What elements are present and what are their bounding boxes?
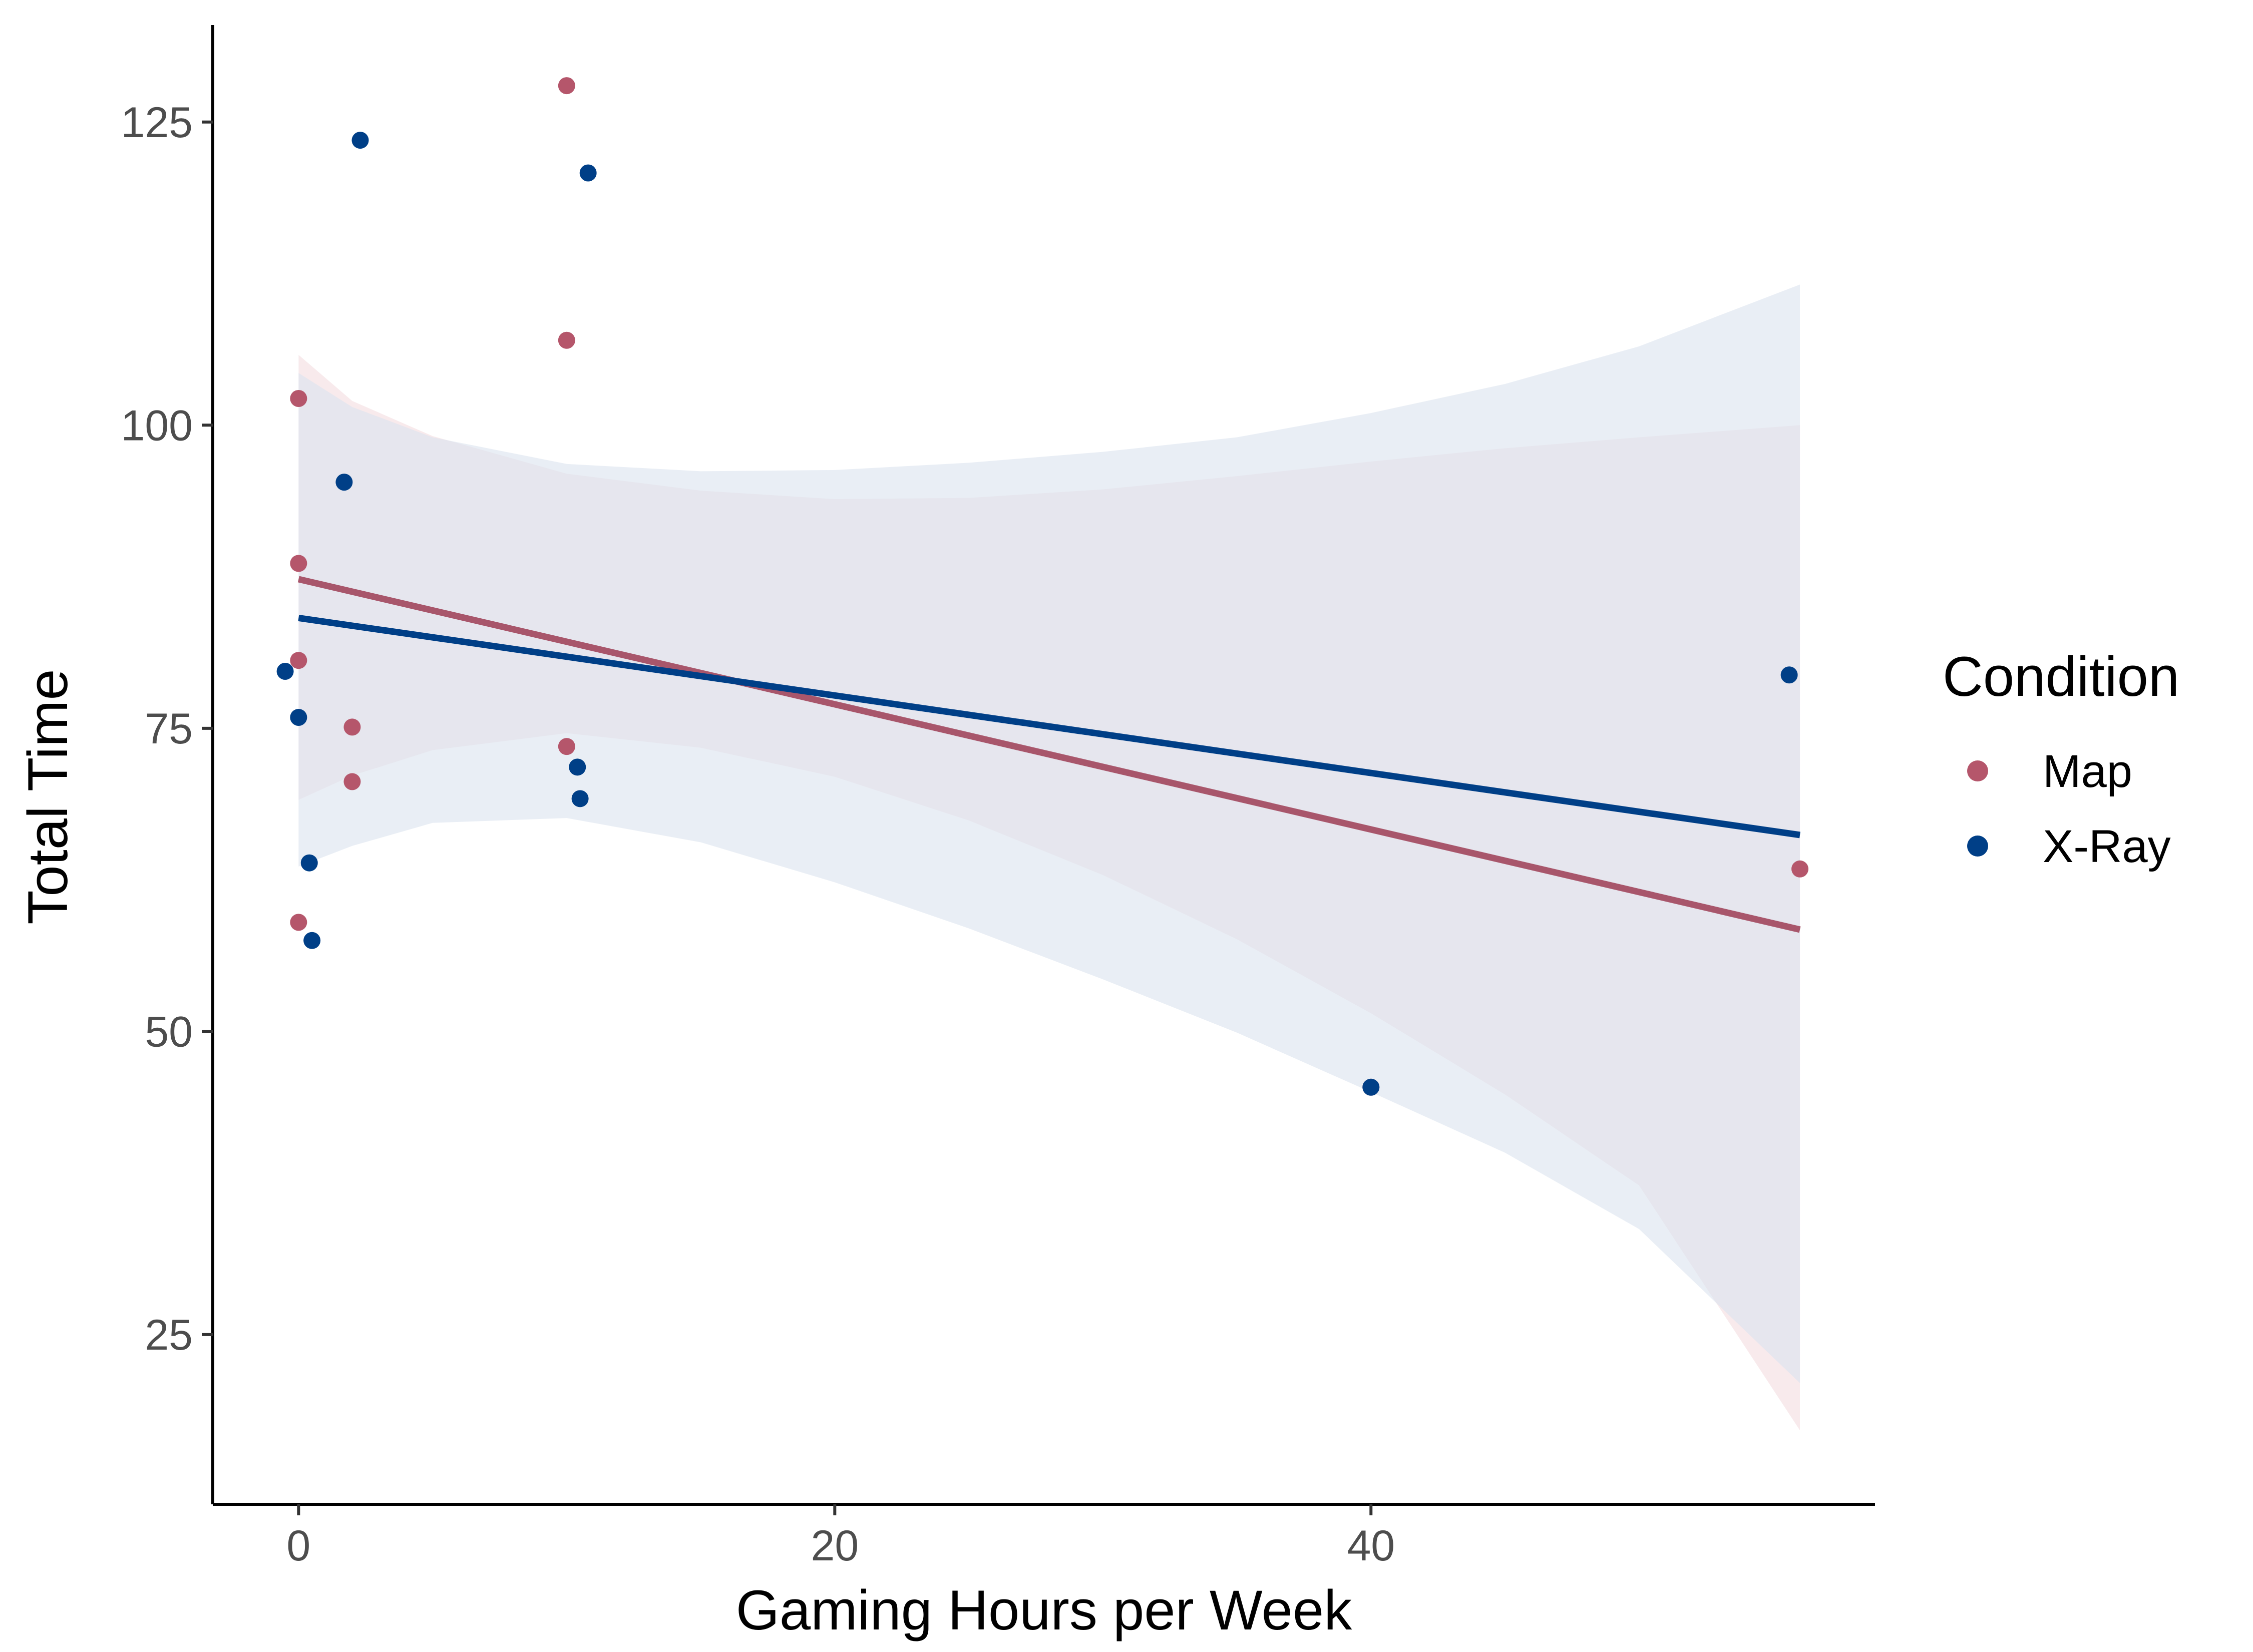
regression-lines xyxy=(297,576,1801,933)
legend-key-x-ray xyxy=(1967,836,1988,857)
data-point-map-0 xyxy=(290,390,307,407)
data-point-x-ray-0 xyxy=(276,662,294,680)
x-tick-label: 40 xyxy=(1347,1522,1395,1570)
data-point-x-ray-3 xyxy=(303,932,321,949)
data-point-map-8 xyxy=(558,738,575,755)
confidence-bands xyxy=(298,284,1800,1431)
data-point-map-6 xyxy=(558,77,575,95)
y-tick-label: 75 xyxy=(145,705,193,753)
legend-title: Condition xyxy=(1943,645,2179,708)
data-point-x-ray-2 xyxy=(300,854,318,872)
y-tick-label: 25 xyxy=(145,1311,193,1359)
legend-items: Map X-Ray xyxy=(1967,746,2171,872)
legend-label-x-ray: X-Ray xyxy=(2043,821,2171,872)
y-tick-label: 125 xyxy=(121,99,193,147)
data-point-map-5 xyxy=(343,773,361,790)
regression-line-map xyxy=(297,576,1801,933)
data-point-map-7 xyxy=(558,331,575,349)
legend: Condition Map X-Ray xyxy=(1943,645,2179,872)
data-point-x-ray-4 xyxy=(335,474,353,491)
data-point-map-4 xyxy=(343,718,361,736)
data-point-x-ray-1 xyxy=(290,709,307,726)
regression-line-x-ray xyxy=(298,614,1800,839)
legend-key-map xyxy=(1967,760,1988,781)
data-point-map-2 xyxy=(290,652,307,669)
x-axis-title: Gaming Hours per Week xyxy=(736,1579,1352,1641)
confidence-band-x-ray xyxy=(298,284,1800,1383)
data-point-map-3 xyxy=(290,914,307,931)
y-axis-title: Total Time xyxy=(17,669,79,924)
x-tick-label: 20 xyxy=(811,1522,859,1570)
data-point-x-ray-8 xyxy=(579,164,597,182)
legend-label-map: Map xyxy=(2043,746,2132,797)
data-points xyxy=(276,77,1809,1096)
x-tick-label: 0 xyxy=(286,1522,310,1570)
data-point-x-ray-7 xyxy=(571,790,589,807)
data-point-x-ray-9 xyxy=(1362,1078,1380,1096)
data-point-x-ray-5 xyxy=(351,132,369,149)
data-point-map-1 xyxy=(290,555,307,572)
y-axis-ticks: 25 50 75 100 125 xyxy=(121,99,213,1359)
data-point-map-10 xyxy=(1791,860,1809,878)
y-tick-label: 50 xyxy=(145,1008,193,1056)
y-tick-label: 100 xyxy=(121,401,193,450)
axes: 0 20 40 25 50 75 100 125 xyxy=(121,25,1875,1570)
data-point-x-ray-10 xyxy=(1780,666,1798,684)
x-axis-ticks: 0 20 40 xyxy=(286,1504,1395,1570)
data-point-x-ray-6 xyxy=(569,758,586,776)
